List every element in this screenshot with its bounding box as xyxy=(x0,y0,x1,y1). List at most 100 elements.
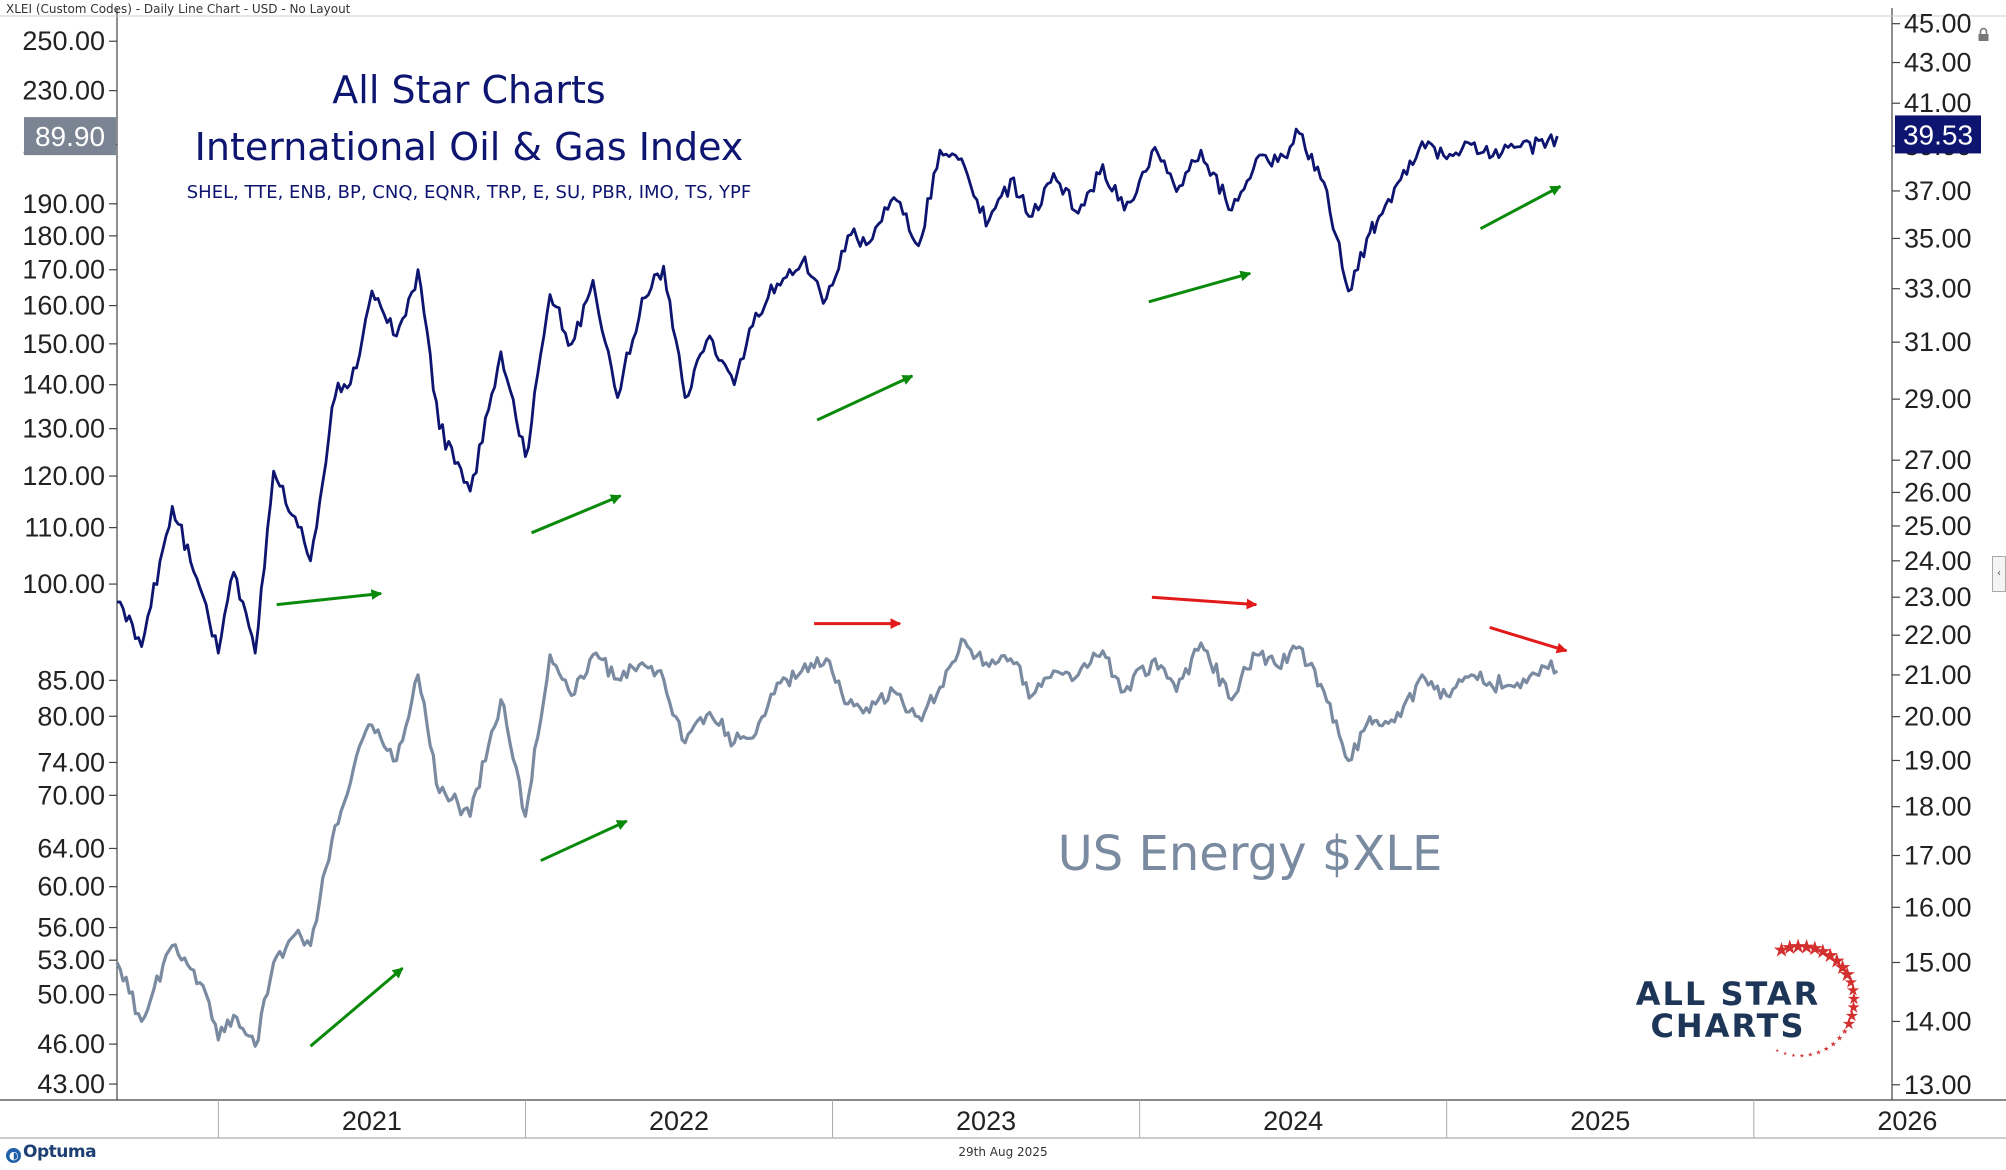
logo-star-icon: ★ xyxy=(1838,962,1856,986)
up-arrow xyxy=(1479,185,1562,231)
left-tick-label: 85.00 xyxy=(37,665,105,695)
left-tick-label: 43.00 xyxy=(37,1069,105,1099)
right-tick-label: 35.00 xyxy=(1904,223,1972,253)
logo-star-icon: ★ xyxy=(1781,935,1799,959)
logo-star-icon: ★ xyxy=(1846,981,1860,1000)
logo-star-icon: ★ xyxy=(1841,1027,1848,1036)
up-arrow xyxy=(309,967,404,1048)
logo-text-line2: CHARTS xyxy=(1650,1007,1805,1045)
down-arrow xyxy=(1151,595,1258,610)
left-tick-label: 110.00 xyxy=(24,513,105,543)
chart-title-line1: All Star Charts xyxy=(332,68,605,112)
left-tick-label: 190.00 xyxy=(22,189,105,219)
right-last-value-badge xyxy=(1895,115,1981,154)
right-tick-label: 31.00 xyxy=(1904,327,1972,357)
logo-star-icon: ★ xyxy=(1821,943,1839,967)
right-tick-label: 33.00 xyxy=(1904,274,1972,304)
right-tick-label: 26.00 xyxy=(1904,477,1972,507)
left-tick-label: 80.00 xyxy=(37,701,105,731)
logo-star-icon: ★ xyxy=(1845,1006,1859,1025)
logo-star-icon: ★ xyxy=(1847,989,1861,1008)
left-tick-label: 160.00 xyxy=(22,291,105,321)
chart-title-line2: International Oil & Gas Index xyxy=(195,125,744,169)
trend-arrows xyxy=(276,185,1568,1048)
left-tick-label: 46.00 xyxy=(37,1029,105,1059)
x-tick-label: 2023 xyxy=(956,1106,1016,1136)
left-tick-label: 140.00 xyxy=(22,370,105,400)
x-axis: 2021 2022 2023 2024 2025 2026 xyxy=(217,1100,1937,1138)
left-last-value-label: 89.90 xyxy=(35,121,105,152)
left-tick-label: 170.00 xyxy=(22,255,105,285)
right-tick-label: 45.00 xyxy=(1904,9,1972,39)
right-tick-label: 43.00 xyxy=(1904,48,1972,78)
right-tick-label: 17.00 xyxy=(1904,841,1972,871)
x-tick-label: 2021 xyxy=(342,1106,402,1136)
right-tick-label: 25.00 xyxy=(1904,511,1972,541)
logo-star-icon: ★ xyxy=(1816,1048,1822,1056)
left-tick-label: 60.00 xyxy=(37,872,105,902)
logo-star-icon: ★ xyxy=(1830,1039,1836,1048)
right-tick-label: 22.00 xyxy=(1904,620,1972,650)
logo-star-icon: ★ xyxy=(1823,1045,1829,1053)
right-tick-label: 21.00 xyxy=(1904,660,1972,690)
left-tick-label: 250.00 xyxy=(22,26,105,56)
up-arrow xyxy=(540,819,628,862)
left-tick-label: 120.00 xyxy=(22,461,105,491)
logo-star-icon: ★ xyxy=(1789,934,1807,958)
logo-star-icon: ★ xyxy=(1791,1053,1796,1059)
up-arrow xyxy=(530,494,622,535)
chart-header: XLEI (Custom Codes) - Daily Line Chart -… xyxy=(6,2,351,16)
logo-star-icon: ★ xyxy=(1806,936,1824,960)
right-tick-label: 27.00 xyxy=(1904,445,1972,475)
right-tick-label: 37.00 xyxy=(1904,176,1972,206)
right-tick-label: 24.00 xyxy=(1904,546,1972,576)
left-last-value-badge xyxy=(24,117,116,156)
logo-star-icon: ★ xyxy=(1799,1052,1804,1059)
right-last-value-label: 39.53 xyxy=(1903,119,1973,150)
footer-date: 29th Aug 2025 xyxy=(958,1145,1048,1159)
logo-star-icon: ★ xyxy=(1775,1048,1779,1054)
left-tick-label: 100.00 xyxy=(22,569,105,599)
up-arrow xyxy=(276,589,383,607)
left-tick-label: 50.00 xyxy=(37,980,105,1010)
logo-star-icon: ★ xyxy=(1773,937,1791,961)
logo-star-icon: ★ xyxy=(1783,1051,1787,1057)
left-tick-label: 180.00 xyxy=(22,221,105,251)
xle-series-line xyxy=(115,637,1559,1048)
left-tick-label: 64.00 xyxy=(37,833,105,863)
left-tick-label: 150.00 xyxy=(22,329,105,359)
lock-icon[interactable] xyxy=(1976,27,1991,42)
down-arrow xyxy=(1489,626,1568,654)
logo-star-icon: ★ xyxy=(1808,1052,1813,1059)
optuma-logo: ◐ Optuma xyxy=(6,1142,97,1163)
left-tick-label: 70.00 xyxy=(37,780,105,810)
xle-label: US Energy $XLE xyxy=(1058,826,1443,882)
right-axis: 13.00 14.00 15.00 16.00 17.00 18.00 19.00 20.00… xyxy=(1892,9,1972,1100)
optuma-icon: ◐ xyxy=(6,1148,21,1163)
xlei-series-line xyxy=(116,127,1559,655)
logo-star-icon: ★ xyxy=(1846,998,1860,1017)
logo-star-icon: ★ xyxy=(1836,1034,1843,1043)
left-tick-label: 56.00 xyxy=(37,913,105,943)
index-components: SHEL, TTE, ENB, BP, CNQ, EQNR, TRP, E, S… xyxy=(187,182,752,203)
right-tick-label: 41.00 xyxy=(1904,88,1972,118)
right-tick-label: 13.00 xyxy=(1904,1070,1972,1100)
right-tick-label: 15.00 xyxy=(1904,947,1972,977)
logo-star-icon: ★ xyxy=(1834,955,1852,979)
logo-star-icon: ★ xyxy=(1798,934,1816,958)
left-tick-label: 130.00 xyxy=(22,414,105,444)
left-tick-label: 74.00 xyxy=(37,747,105,777)
right-tick-label: 16.00 xyxy=(1904,892,1972,922)
collapse-panel-handle[interactable]: ‹ xyxy=(1992,556,2006,592)
logo-star-icon: ★ xyxy=(1844,973,1858,992)
right-tick-label: 29.00 xyxy=(1904,384,1972,414)
x-tick-label: 2022 xyxy=(649,1106,709,1136)
right-tick-label: 18.00 xyxy=(1904,792,1972,822)
right-tick-label: 19.00 xyxy=(1904,745,1972,775)
left-tick-label: 53.00 xyxy=(37,945,105,975)
right-tick-label: 20.00 xyxy=(1904,702,1972,732)
